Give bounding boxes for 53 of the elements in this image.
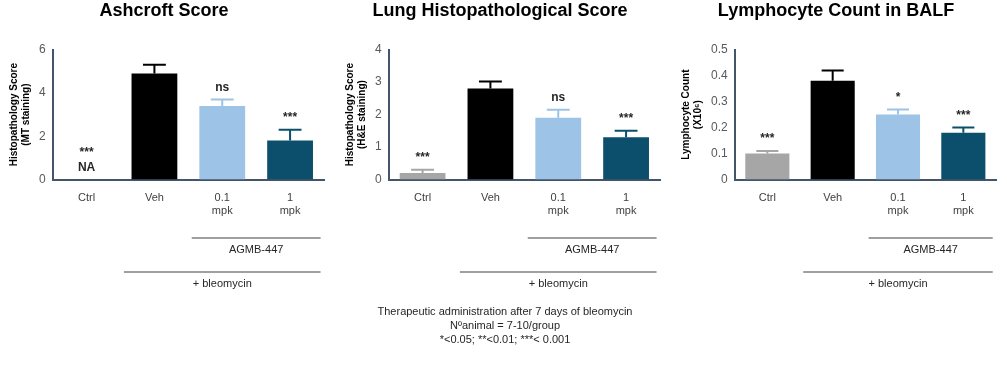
x-tick-label: Ctrl <box>414 191 432 204</box>
y-tick-label: 2 <box>374 106 382 121</box>
x-tick-label: Veh <box>823 191 843 204</box>
y-axis-title: Histopathology Score (MT staining) <box>7 62 31 167</box>
x-tick-label: 0.1 mpk <box>211 191 234 217</box>
x-tick-label: 0.1 mpk <box>887 191 909 217</box>
data-label: *** <box>619 111 634 126</box>
y-tick-label: 0.1 <box>710 145 728 160</box>
text: Therapeutic administration after 7 days of bleomycin <box>376 304 634 318</box>
chart-title: Lung Histopathological Score <box>372 0 628 20</box>
y-tick-label: 0 <box>374 171 382 186</box>
y-tick-label: 4 <box>38 85 46 100</box>
data-label: ns <box>215 79 230 94</box>
y-tick-label: 0.3 <box>710 93 728 108</box>
text: *<0.05; **<0.01; ***< 0.001 <box>438 332 572 346</box>
text: AGMB-447 <box>564 243 620 256</box>
data-label: *** <box>283 110 298 125</box>
y-tick-label: 4 <box>374 41 382 56</box>
y-tick-label: 0.2 <box>710 119 728 134</box>
y-tick-label: 1 <box>374 139 382 154</box>
x-tick-label: 0.1 mpk <box>547 191 570 217</box>
text: + bleomycin <box>192 277 252 290</box>
data-label: *** <box>956 107 971 122</box>
y-tick-label: 0 <box>720 171 728 186</box>
chart-title: Lymphocyte Count in BALF <box>717 0 955 20</box>
x-tick-label: 1 mpk <box>615 191 637 217</box>
data-label: * <box>895 89 901 104</box>
y-tick-label: 2 <box>38 128 46 143</box>
text: AGMB-447 <box>228 243 284 256</box>
chart-title: Ashcroft Score <box>99 0 229 20</box>
y-tick-label: 0 <box>38 171 46 186</box>
y-tick-label: 0.5 <box>710 41 728 56</box>
y-axis-title: Histopathology Score (H&E staining) <box>343 62 367 167</box>
data-label: *** <box>760 131 775 146</box>
text: *** NA <box>77 144 96 174</box>
text: + bleomycin <box>868 277 928 290</box>
x-tick-label: 1 mpk <box>279 191 301 217</box>
y-axis-title: Lymphocyte Count (X10⁶) <box>679 68 703 160</box>
x-tick-label: Ctrl <box>78 191 96 204</box>
x-tick-label: 1 mpk <box>952 191 975 217</box>
bar <box>745 153 790 180</box>
y-tick-label: 0.4 <box>710 67 728 82</box>
text: AGMB-447 <box>903 243 958 256</box>
text: + bleomycin <box>528 277 588 290</box>
x-tick-label: Veh <box>480 191 500 204</box>
bar <box>399 173 446 180</box>
y-tick-label: 6 <box>38 41 46 56</box>
text: Nºanimal = 7-10/group <box>448 318 562 332</box>
data-label: *** <box>415 150 430 165</box>
x-tick-label: Ctrl <box>758 191 776 204</box>
y-tick-label: 3 <box>374 74 382 89</box>
x-tick-label: Veh <box>144 191 164 204</box>
data-label: ns <box>551 90 566 105</box>
